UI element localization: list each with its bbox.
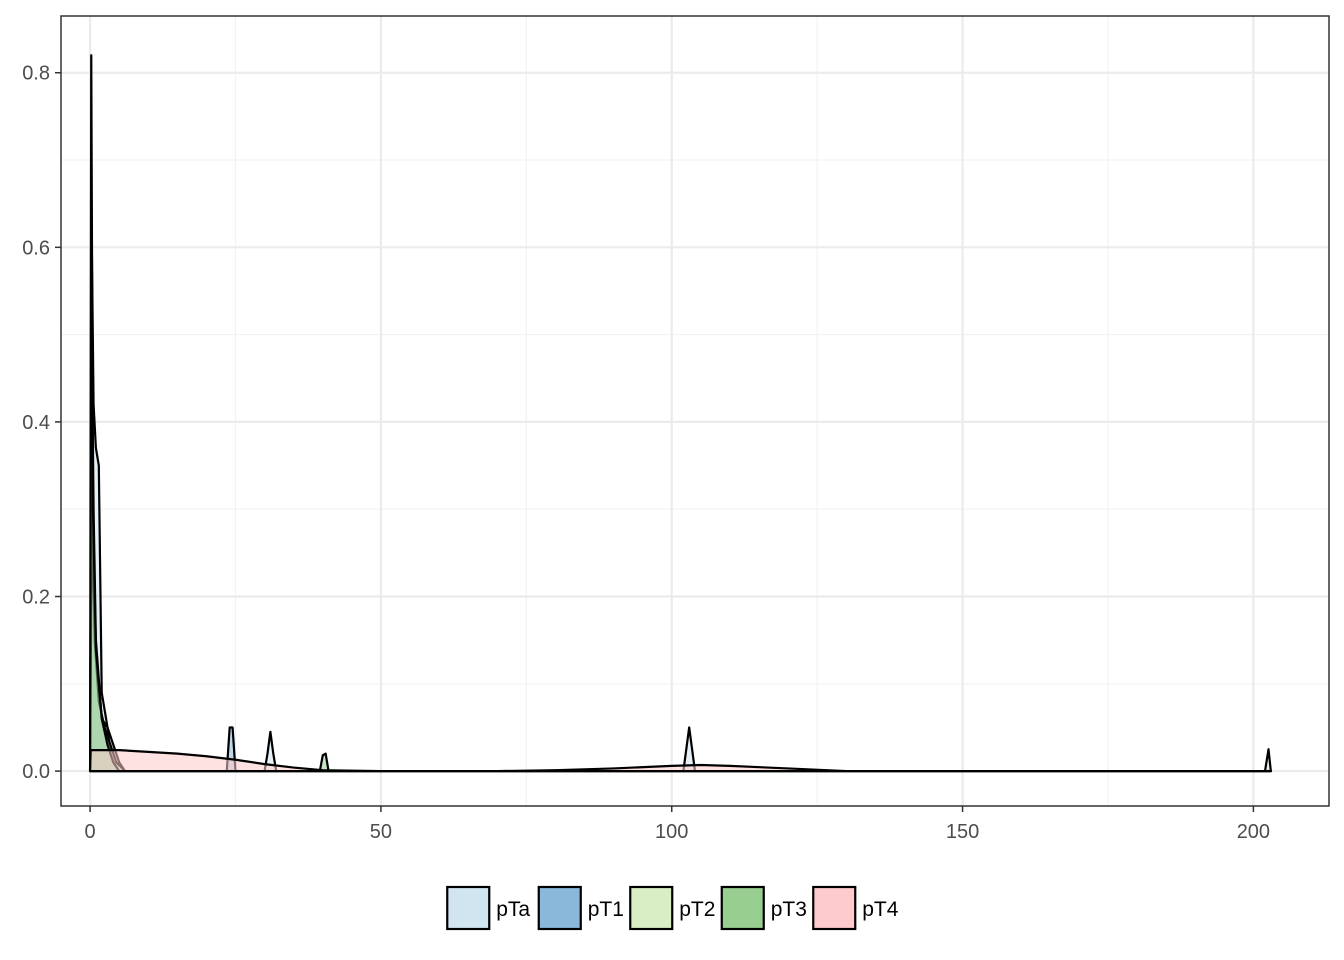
legend-item-pta: pTa [446,885,530,931]
legend-label: pT1 [588,898,624,921]
legend-label: pTa [496,898,530,921]
legend-key [720,885,765,931]
legend-key [812,885,857,931]
x-tick-label: 200 [1237,821,1270,843]
legend-key [537,885,582,931]
x-tick-label: 50 [370,821,392,843]
x-axis: 0 50 100 150 200 [85,806,1270,843]
y-tick-label: 0.4 [22,412,50,434]
legend-item-pt2: pT2 [629,885,715,931]
legend-item-pt4: pT4 [812,885,899,931]
legend-key [446,885,491,931]
y-tick-label: 0.6 [22,237,50,259]
plot-panel [61,16,1329,806]
x-tick-label: 100 [655,821,688,843]
density-areas [88,54,1272,773]
legend-item-pt1: pT1 [537,885,624,931]
x-tick-label: 150 [946,821,979,843]
y-tick-label: 0.2 [22,586,50,608]
legend: pTa pT1 pT2 pT3 pT4 [446,885,899,931]
legend-label: pT2 [679,898,715,921]
x-tick-label: 0 [85,821,96,843]
y-tick-label: 0.8 [22,63,50,85]
legend-label: pT4 [862,898,899,921]
legend-label: pT3 [771,898,807,921]
legend-key [629,885,674,931]
plot-border [60,15,1330,807]
y-axis: 0.0 0.2 0.4 0.6 0.8 [22,63,61,783]
legend-item-pt3: pT3 [720,885,807,931]
minor-gridlines [61,16,1329,806]
y-tick-label: 0.0 [22,761,50,783]
density-area-pt4 [88,749,1272,773]
